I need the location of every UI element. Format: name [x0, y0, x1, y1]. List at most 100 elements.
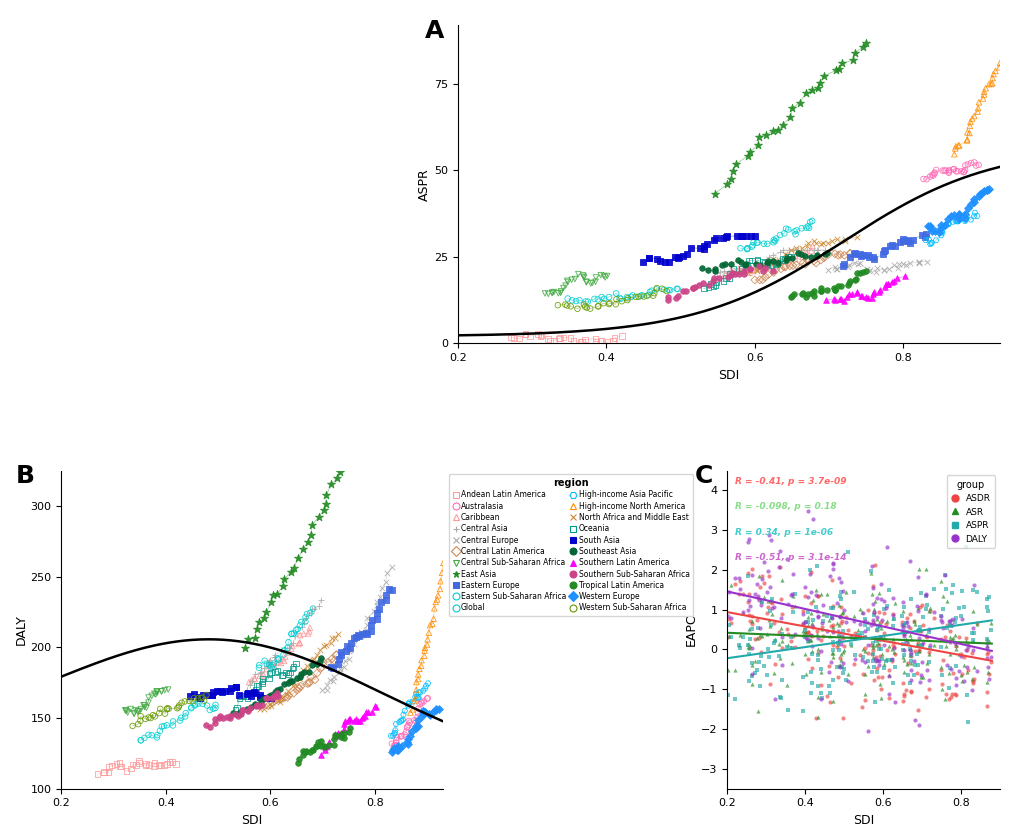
Point: [822, 234, 839, 248]
Point: [782, 290, 798, 304]
Point: [897, 635, 913, 649]
Point: [869, 586, 886, 599]
Point: [593, 335, 609, 348]
Point: [771, 253, 788, 267]
Point: [823, 644, 840, 657]
Point: [917, 589, 933, 602]
Point: [237, 689, 254, 702]
Point: [835, 645, 851, 659]
Point: [268, 693, 284, 706]
Point: [589, 293, 605, 306]
Point: [559, 292, 576, 305]
Point: [364, 613, 380, 627]
Point: [818, 624, 835, 638]
Point: [788, 258, 804, 272]
Point: [393, 739, 410, 753]
Point: [968, 105, 984, 118]
Point: [759, 565, 775, 578]
Point: [880, 669, 897, 682]
Point: [387, 723, 404, 737]
Point: [232, 689, 249, 702]
Point: [801, 564, 817, 577]
Point: [298, 611, 314, 624]
Point: [214, 685, 230, 698]
Point: [817, 294, 834, 307]
Point: [750, 593, 766, 607]
Point: [846, 256, 862, 269]
Point: [865, 674, 881, 687]
Point: [846, 629, 862, 643]
Point: [882, 238, 899, 252]
Point: [239, 705, 256, 718]
Point: [159, 758, 175, 771]
Point: [711, 265, 728, 279]
Point: [333, 645, 350, 659]
Point: [741, 263, 757, 277]
Point: [799, 504, 815, 518]
Point: [932, 229, 949, 242]
Point: [935, 568, 952, 581]
Point: [968, 616, 984, 629]
Point: [529, 327, 545, 341]
Point: [750, 655, 766, 669]
Point: [777, 252, 794, 265]
Point: [946, 148, 962, 161]
Point: [830, 659, 847, 672]
Point: [955, 675, 971, 688]
Point: [953, 612, 969, 626]
Point: [727, 663, 743, 676]
Point: [909, 658, 925, 671]
Point: [335, 660, 352, 674]
Point: [809, 711, 825, 724]
Point: [730, 267, 746, 280]
Point: [336, 718, 353, 732]
Point: [781, 259, 797, 273]
Point: [802, 628, 818, 642]
Point: [599, 336, 615, 349]
Point: [283, 627, 300, 640]
Point: [328, 648, 344, 661]
Point: [263, 688, 279, 701]
Point: [826, 283, 843, 296]
Point: [273, 644, 289, 657]
Point: [754, 273, 770, 286]
Point: [341, 641, 358, 654]
Point: [734, 605, 750, 618]
Point: [291, 670, 308, 684]
Point: [359, 612, 375, 625]
Point: [950, 207, 966, 221]
Point: [797, 631, 813, 644]
Point: [141, 758, 157, 772]
Point: [859, 646, 875, 659]
Point: [864, 579, 880, 592]
Point: [779, 638, 795, 652]
Point: [362, 624, 378, 638]
Point: [860, 263, 876, 277]
Point: [768, 256, 785, 269]
Point: [273, 692, 289, 706]
Point: [648, 281, 664, 294]
Point: [914, 618, 930, 632]
Point: [941, 164, 957, 177]
Point: [393, 714, 410, 727]
Point: [919, 219, 935, 232]
Point: [798, 247, 814, 260]
Point: [909, 602, 925, 615]
Point: [748, 663, 764, 676]
Point: [738, 258, 754, 271]
Point: [723, 267, 740, 280]
Point: [980, 77, 997, 91]
Point: [575, 270, 591, 284]
Point: [869, 605, 886, 618]
Point: [968, 664, 984, 677]
Point: [872, 643, 889, 656]
Point: [846, 586, 862, 599]
Point: [805, 289, 821, 303]
Point: [720, 585, 737, 598]
Point: [794, 624, 810, 638]
Point: [883, 654, 900, 667]
Point: [975, 88, 991, 102]
Point: [864, 607, 880, 620]
Point: [758, 257, 774, 270]
Point: [702, 278, 718, 291]
